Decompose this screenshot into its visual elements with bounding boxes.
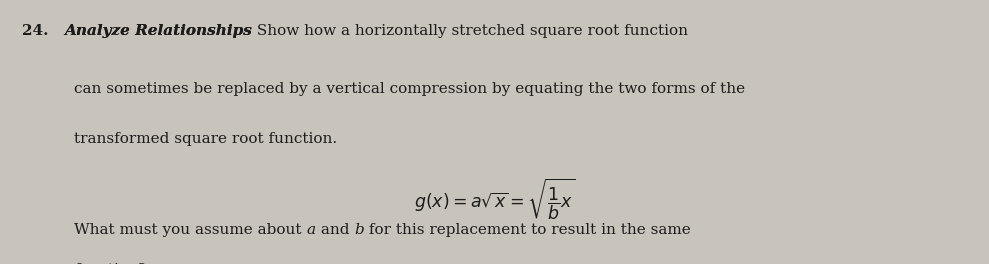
Text: and: and <box>315 223 354 237</box>
Text: function?: function? <box>74 263 146 264</box>
Text: Analyze Relationships: Analyze Relationships <box>64 24 252 38</box>
Text: What must you assume about: What must you assume about <box>74 223 307 237</box>
Text: 24.: 24. <box>22 24 48 38</box>
Text: $g(x) = a\sqrt{x} = \sqrt{\dfrac{1}{b}x}$: $g(x) = a\sqrt{x} = \sqrt{\dfrac{1}{b}x}… <box>413 176 576 221</box>
Text: Analyze Relationships: Analyze Relationships <box>64 24 252 38</box>
Text: Show how a horizontally stretched square root function: Show how a horizontally stretched square… <box>252 24 688 38</box>
Text: a: a <box>307 223 315 237</box>
Text: for this replacement to result in the same: for this replacement to result in the sa… <box>364 223 690 237</box>
Text: can sometimes be replaced by a vertical compression by equating the two forms of: can sometimes be replaced by a vertical … <box>74 82 746 96</box>
Text: transformed square root function.: transformed square root function. <box>74 132 337 146</box>
Text: b: b <box>354 223 364 237</box>
